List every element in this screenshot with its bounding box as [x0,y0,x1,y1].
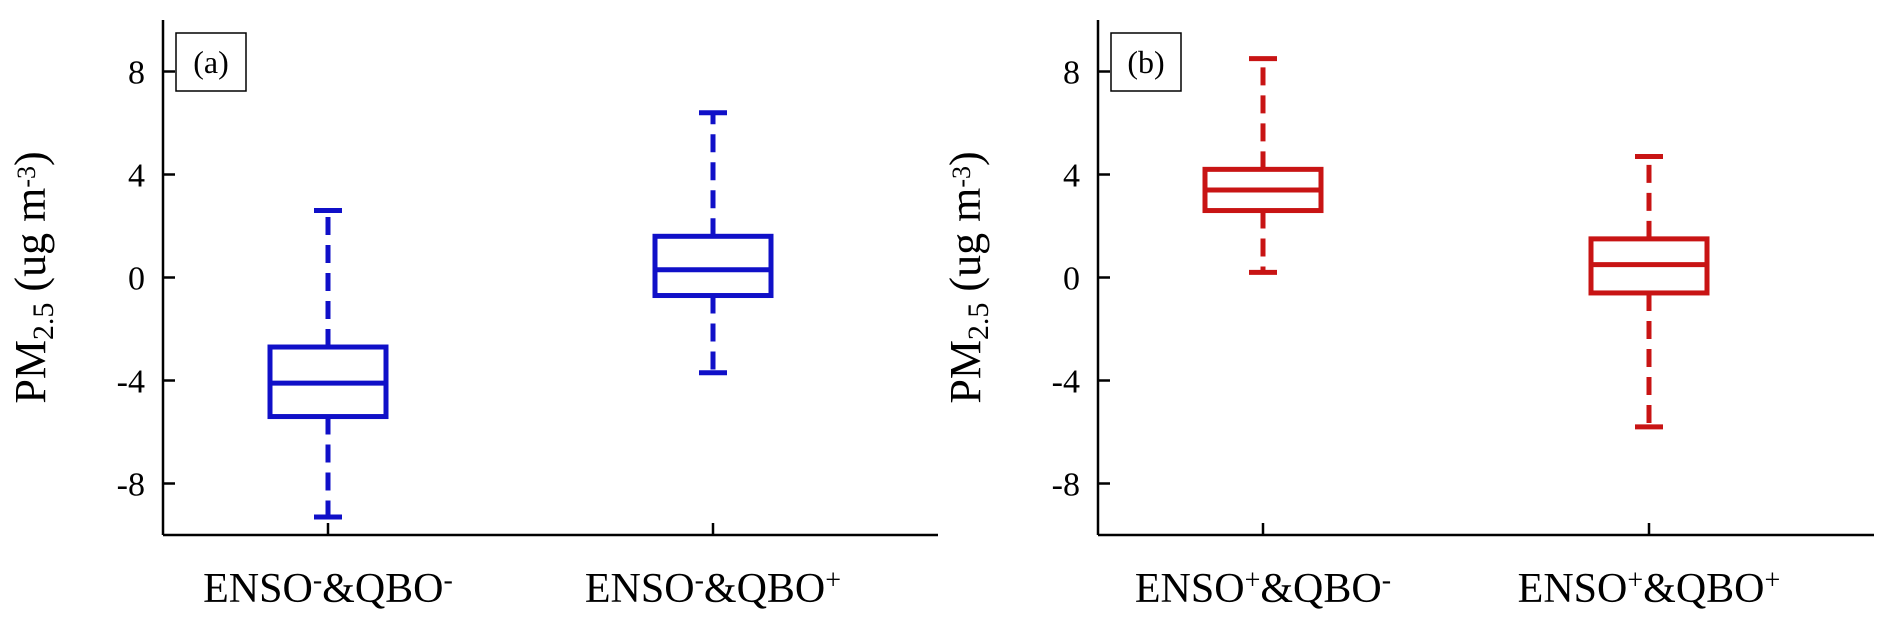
y-tick-label: 4 [1063,158,1080,195]
category-label: ENSO-&QBO+ [585,565,841,612]
box-2 [652,110,774,376]
box-2 [1588,153,1710,430]
y-axis-label: PM2.5 (ug m-3) [941,151,995,403]
category-label: ENSO-&QBO- [203,565,453,612]
box-1 [267,208,389,520]
box-1 [1202,56,1324,275]
y-tick-label: -4 [117,364,145,401]
y-tick-label: -8 [1052,467,1080,504]
y-tick-label: 0 [128,261,145,298]
category-label: ENSO+&QBO+ [1518,565,1781,612]
y-tick-label: 8 [1063,55,1080,92]
panel-label: (a) [193,44,229,80]
panel-a: -8 -4 0 4 8 PM2.5 (ug m-3) (a) ENSO-&QBO- ENSO-&… [6,20,938,612]
y-tick-label: -8 [117,467,145,504]
iqr-box [652,233,774,299]
y-tick-label: -4 [1052,364,1080,401]
y-tick-label: 4 [128,158,145,195]
category-label: ENSO+&QBO- [1135,565,1391,612]
panel-b: -8 -4 0 4 8 PM2.5 (ug m-3) (b) ENSO+&QBO- ENSO+&… [941,20,1874,612]
y-tick-label: 0 [1063,261,1080,298]
y-tick-label: 8 [128,55,145,92]
panel-label-box [175,32,247,92]
y-axis-label: PM2.5 (ug m-3) [6,151,60,403]
panel-label: (b) [1127,44,1164,80]
panel-label-box [1110,32,1182,92]
